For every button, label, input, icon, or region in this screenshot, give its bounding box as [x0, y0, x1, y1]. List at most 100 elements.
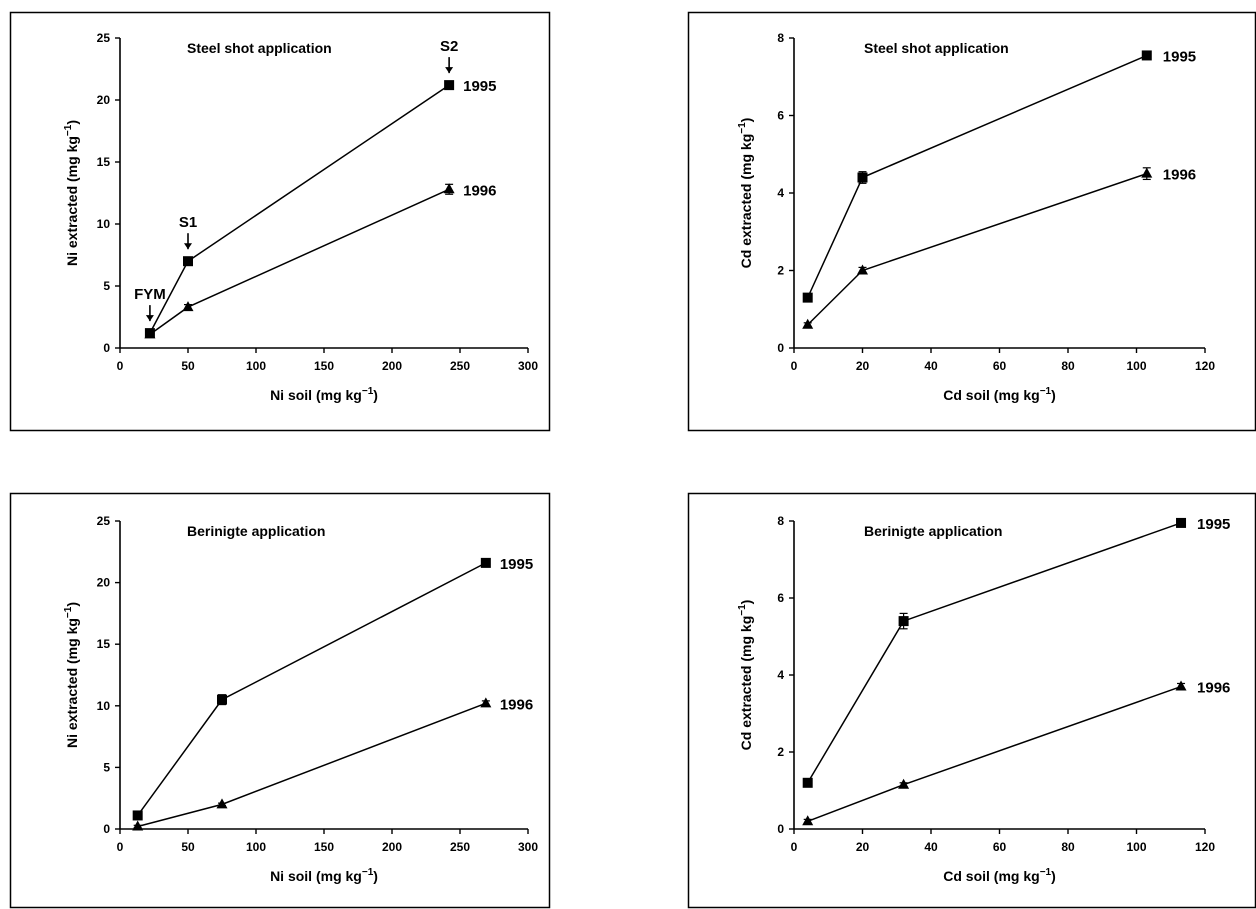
chart-2-series-1995-line — [137, 562, 487, 816]
chart-1-y-axis-title-end: ) — [738, 118, 754, 123]
chart-0-y-tick-label: 20 — [97, 93, 111, 107]
chart-0-annotation-FYM-arrowhead — [145, 315, 154, 322]
chart-2-series-1995-point — [132, 810, 143, 821]
chart-3-x-tick-label: 0 — [791, 840, 798, 854]
chart-ni-steel-shot: 0 50 100 150 200 250 300 0 5 10 15 20 25 Ni soil (mg … — [63, 31, 538, 403]
chart-0-y-tick-label: 0 — [103, 341, 110, 355]
chart-1-y-tick-label: 8 — [777, 31, 784, 45]
chart-2-y-axis-title: Ni extracted (mg kg−1) — [63, 602, 80, 748]
chart-2-title: Berinigte application — [187, 523, 325, 539]
chart-1-x-tick-label: 40 — [924, 359, 938, 373]
chart-0-x-tick-label: 50 — [181, 359, 195, 373]
chart-3-y-axis-title-sup: −1 — [737, 604, 748, 616]
chart-3-series-1996-point — [802, 815, 814, 826]
chart-3-x-tick-label: 40 — [924, 840, 938, 854]
chart-1-y-axis-title: Cd extracted (mg kg−1) — [737, 118, 754, 269]
chart-0-annotation-FYM-label: FYM — [134, 286, 166, 303]
chart-2-y-tick-label: 20 — [97, 576, 111, 590]
chart-cd-berinigte: 0 20 40 60 80 100 120 0 2 4 6 8 Cd soil (mg kg−1) Cd … — [737, 514, 1230, 884]
chart-1-series-1996-line — [807, 172, 1148, 326]
chart-1-series-1996-point — [1141, 167, 1153, 178]
chart-2-series-1995-point — [217, 694, 227, 705]
chart-0-series-1996-line — [149, 188, 450, 335]
chart-1-y-tick-label: 6 — [777, 109, 784, 123]
chart-0-x-tick-label: 100 — [246, 359, 266, 373]
chart-0-y-tick-label: 15 — [97, 155, 111, 169]
chart-3-y-axis-title: Cd extracted (mg kg−1) — [737, 600, 754, 751]
chart-2-y-tick-label: 0 — [103, 822, 110, 836]
chart-2-y-tick-label: 5 — [103, 760, 110, 774]
chart-ni-berinigte: 0 50 100 150 200 250 300 0 5 10 15 20 25 Ni soil (mg … — [63, 514, 538, 884]
chart-1-x-axis-title: Cd soil (mg kg−1) — [943, 386, 1056, 403]
chart-3-series-1995-point — [802, 777, 813, 788]
chart-0-y-axis-title-sup: −1 — [63, 124, 74, 136]
chart-1-series-1995-point — [802, 292, 813, 303]
chart-1-series-1996-point — [857, 264, 868, 275]
chart-2-x-tick-label: 250 — [450, 840, 470, 854]
chart-0-y-tick-label: 10 — [97, 217, 111, 231]
chart-2-y-tick-label: 25 — [97, 514, 111, 528]
chart-3-series-1996-point — [898, 778, 910, 789]
chart-0-x-axis-title-sup: −1 — [362, 386, 374, 397]
chart-cd-steel-shot: 0 20 40 60 80 100 120 0 2 4 6 8 Cd soil (mg kg−1) Cd … — [737, 31, 1215, 403]
chart-2-series-1995-point — [480, 557, 491, 568]
chart-1-series-1996-label: 1996 — [1163, 167, 1196, 184]
chart-3-y-tick-label: 8 — [777, 514, 784, 528]
chart-2-series-1996-point — [132, 820, 144, 831]
chart-2-x-axis-title-sup: −1 — [362, 867, 374, 878]
chart-2-y-tick-label: 15 — [97, 637, 111, 651]
panel-frame-ni-steel — [9, 11, 551, 432]
chart-0-y-axis-title: Ni extracted (mg kg−1) — [63, 120, 80, 266]
chart-1-series-1995-point — [857, 172, 868, 183]
chart-1-x-axis-title-end: ) — [1051, 387, 1056, 403]
chart-2-series-1996-point — [480, 697, 492, 708]
chart-1-y-axis-title-sup: −1 — [737, 122, 748, 134]
chart-3-series-1995-point — [898, 616, 909, 627]
chart-0-x-axis-title-end: ) — [373, 387, 378, 403]
chart-0-series-1995-point — [444, 80, 455, 91]
chart-0-x-tick-label: 200 — [382, 359, 402, 373]
chart-3-series-1996-point — [1175, 680, 1187, 691]
chart-2-x-tick-label: 200 — [382, 840, 402, 854]
chart-1-title: Steel shot application — [864, 40, 1009, 56]
chart-0-y-tick-label: 5 — [103, 279, 110, 293]
panel-frame-cd-berinigte — [687, 492, 1256, 909]
chart-0-title: Steel shot application — [187, 40, 332, 56]
chart-0-annotation-S2-arrowhead — [445, 67, 454, 74]
chart-3-x-tick-label: 20 — [856, 840, 870, 854]
chart-2-x-tick-label: 100 — [246, 840, 266, 854]
chart-0-series-1996-point — [443, 183, 455, 194]
chart-0-annotation-S2-label: S2 — [440, 38, 458, 55]
chart-3-y-tick-label: 6 — [777, 591, 784, 605]
chart-2-x-axis-title: Ni soil (mg kg−1) — [270, 867, 378, 884]
chart-1-x-tick-label: 0 — [791, 359, 798, 373]
chart-2-x-tick-label: 50 — [181, 840, 195, 854]
chart-0-x-tick-label: 0 — [117, 359, 124, 373]
chart-0-x-axis-title: Ni soil (mg kg−1) — [270, 386, 378, 403]
chart-1-x-tick-label: 20 — [856, 359, 870, 373]
chart-0-x-tick-label: 300 — [518, 359, 538, 373]
chart-3-y-tick-label: 2 — [777, 745, 784, 759]
chart-2-series-1996-point — [216, 798, 228, 809]
chart-2-x-axis-title-end: ) — [373, 868, 378, 884]
chart-3-series-1996-line — [807, 685, 1182, 823]
chart-1-y-tick-label: 2 — [777, 264, 784, 278]
chart-3-y-tick-label: 0 — [777, 822, 784, 836]
chart-0-x-tick-label: 150 — [314, 359, 334, 373]
chart-3-x-tick-label: 60 — [993, 840, 1007, 854]
chart-1-y-tick-label: 4 — [777, 186, 784, 200]
chart-3-series-1995-point — [1176, 517, 1187, 528]
chart-0-series-1995-label: 1995 — [463, 78, 496, 95]
chart-3-y-axis-title-end: ) — [738, 600, 754, 605]
chart-0-annotation-S1-arrowhead — [184, 243, 192, 250]
panel-frame-cd-steel — [687, 11, 1256, 432]
chart-1-series-1995-label: 1995 — [1163, 48, 1196, 65]
chart-3-series-1996-label: 1996 — [1197, 680, 1230, 697]
chart-3-series-1995-label: 1995 — [1197, 516, 1230, 533]
chart-2-series-1996-line — [137, 702, 487, 828]
chart-3-x-tick-label: 120 — [1195, 840, 1215, 854]
chart-2-series-1995-label: 1995 — [500, 556, 533, 573]
chart-3-y-tick-label: 4 — [777, 668, 784, 682]
chart-3-x-axis-title: Cd soil (mg kg−1) — [943, 867, 1056, 884]
